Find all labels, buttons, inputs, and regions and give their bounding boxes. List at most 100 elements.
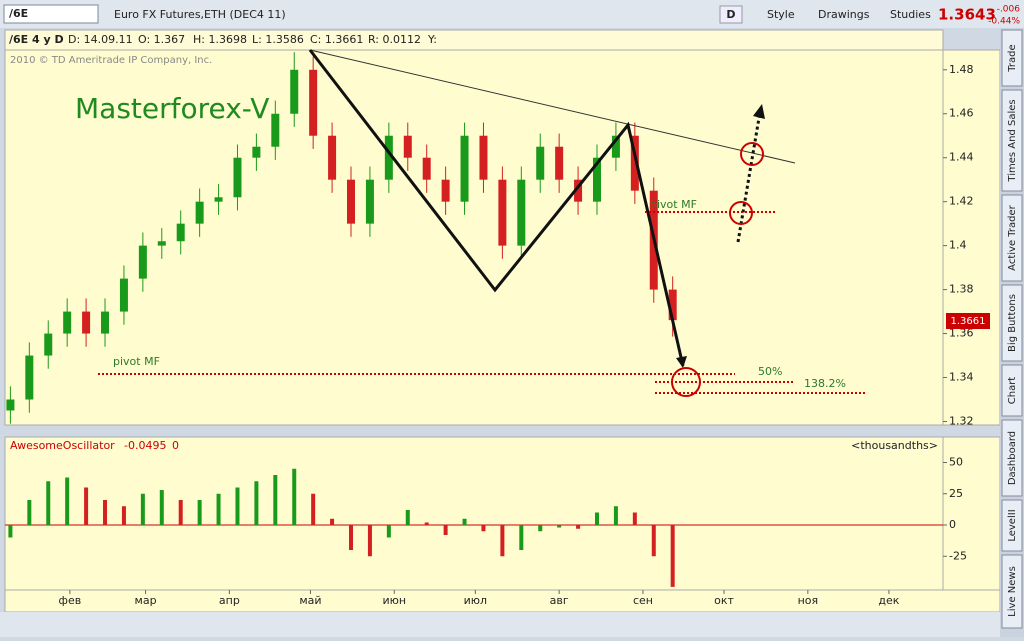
osc-bar	[84, 487, 89, 525]
price-axis	[942, 49, 1001, 426]
osc-bar	[159, 490, 164, 525]
candle-body	[536, 146, 545, 180]
x-tick-label: окт	[714, 594, 734, 607]
osc-axis	[942, 436, 1001, 591]
candle-body	[479, 135, 488, 180]
zigzag	[308, 49, 685, 367]
y-tick-label: -25	[949, 549, 967, 562]
circle	[729, 201, 753, 225]
drawings	[98, 49, 865, 397]
last-label-box	[946, 313, 990, 329]
annotation: 138.2%	[804, 377, 846, 390]
x-tick-label: июл	[464, 594, 487, 607]
candle-body	[460, 135, 469, 202]
button-label[interactable]: Drawings	[818, 8, 870, 21]
candle-body	[290, 69, 299, 114]
button-label[interactable]: Studies	[890, 8, 931, 21]
circle	[740, 142, 764, 166]
osc-bar	[65, 477, 70, 525]
x-tick-label: апр	[219, 594, 240, 607]
candle-body	[44, 333, 53, 356]
tab[interactable]	[1001, 89, 1023, 192]
annotation: pivot MF	[650, 198, 697, 211]
candle-body	[347, 179, 356, 224]
osc-value: -0.0495	[124, 439, 166, 452]
candle-body	[441, 179, 450, 202]
tab-label: Times And Sales	[1007, 99, 1018, 182]
annotation: pivot MF	[113, 355, 160, 368]
info-item: O: 1.367	[138, 33, 185, 46]
candle-body	[555, 146, 564, 180]
tab[interactable]	[1001, 29, 1023, 87]
osc-units: <thousandths>	[851, 439, 938, 452]
candle-body	[252, 146, 261, 158]
circle	[671, 367, 701, 397]
osc-bar	[538, 525, 543, 532]
y-tick-label: 1.34	[949, 371, 974, 384]
symbol-box[interactable]	[3, 4, 99, 24]
candle-body	[119, 278, 128, 312]
candle-body	[611, 135, 620, 158]
y-tick-label: 1.44	[949, 151, 974, 164]
x-tick-label: авг	[550, 594, 569, 607]
change-pct: -0.44%	[988, 17, 1020, 27]
osc-bar	[197, 500, 202, 525]
tab[interactable]	[1001, 419, 1023, 497]
candle-body	[498, 179, 507, 246]
candle-body	[25, 355, 34, 400]
candle-body	[592, 157, 601, 202]
osc-bar	[386, 525, 391, 538]
candle-body	[176, 223, 185, 242]
y-tick-label: 1.32	[949, 414, 974, 427]
tab[interactable]	[1001, 284, 1023, 362]
arrow-head	[676, 356, 687, 368]
toolbar-buttons: D Style Drawings Studies	[719, 5, 931, 24]
tab-label: Live News	[1007, 566, 1018, 617]
tab-label: Active Trader	[1007, 204, 1018, 270]
candle-body	[138, 245, 147, 279]
candle-body	[517, 179, 526, 246]
y-tick-label: 0	[949, 518, 956, 531]
button-label: D	[726, 8, 735, 21]
tab-label: Trade	[1007, 44, 1018, 72]
osc-title: AwesomeOscillator	[10, 439, 115, 452]
osc-bar	[46, 481, 51, 525]
osc-panel	[4, 436, 944, 591]
x-tick-label: дек	[878, 594, 899, 607]
info-item: Y:	[427, 33, 437, 46]
symbol: /6E	[9, 7, 28, 20]
tab[interactable]	[1001, 554, 1023, 629]
tab[interactable]	[1001, 194, 1023, 282]
candle-body	[630, 135, 639, 191]
candle-body	[63, 311, 72, 334]
x-tick-label: сен	[633, 594, 653, 607]
osc-bar	[613, 506, 618, 525]
osc-bar	[462, 518, 467, 525]
tab-label: Big Buttons	[1007, 294, 1018, 352]
osc-bar	[519, 525, 524, 550]
x-tick-label: ноя	[798, 594, 819, 607]
plot: 1.32 1.34 1.36 1.38 1.4 1.42 1.44 1.46 1.48 фев ма…	[5, 52, 974, 607]
osc-bar	[651, 525, 656, 557]
candle-body	[328, 135, 337, 180]
side-tabs: Trade Times And Sales Active Trader Big But…	[1001, 29, 1023, 629]
x-tick-label: мар	[135, 594, 157, 607]
osc-bar	[443, 525, 448, 535]
tab[interactable]	[1001, 499, 1023, 552]
osc-bar	[235, 487, 240, 525]
osc-bar	[500, 525, 505, 557]
candle-body	[422, 157, 431, 180]
tab[interactable]	[1001, 364, 1023, 417]
candle-body	[82, 311, 91, 334]
candle-body	[101, 311, 110, 334]
y-tick-label: 50	[949, 456, 963, 469]
button[interactable]	[719, 5, 743, 24]
candle-body	[668, 289, 677, 321]
candle-body	[271, 113, 280, 147]
info-items: /6E 4 y D D: 14.09.11 O: 1.367 H: 1.3698 L: …	[9, 33, 437, 46]
copyright: 2010 © TD Ameritrade IP Company, Inc.	[10, 55, 212, 66]
button-label[interactable]: Style	[767, 8, 795, 21]
osc-bar	[103, 500, 108, 525]
y-tick-label: 1.36	[949, 327, 974, 340]
